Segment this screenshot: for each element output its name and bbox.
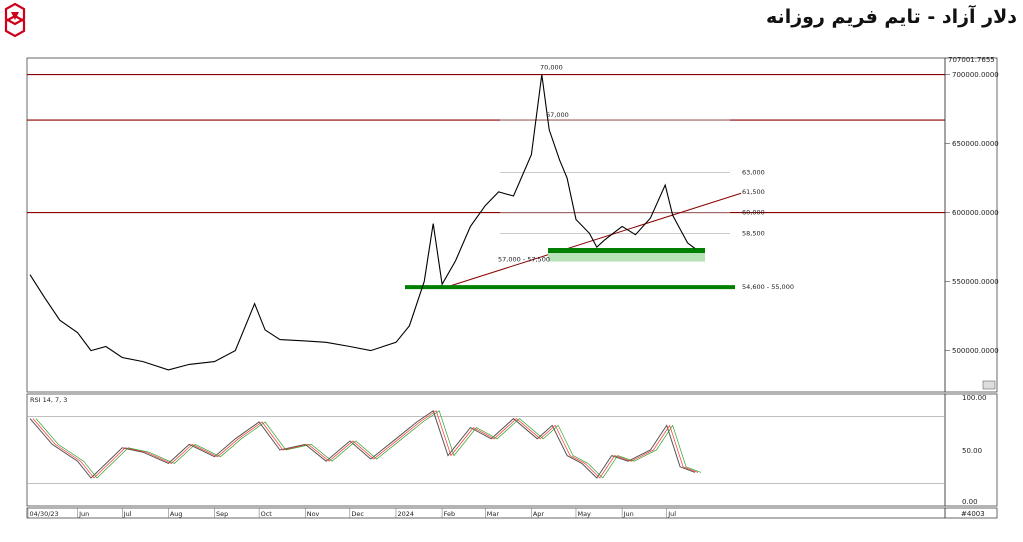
rsi-panel-label: RSI 14, 7, 3 [30,396,67,404]
rsi-tick-label-2: 0.00 [962,498,978,506]
rsi-average-line-1 [32,410,699,479]
x-tick-label-10: Mar [487,510,500,518]
price-panel-frame [26,57,946,393]
price-tick-label-1: 650000.0000 [952,140,999,148]
status-frame [944,507,998,519]
trendline [441,192,742,289]
rsi-series-line [29,410,696,479]
scroll-handle[interactable] [982,380,996,390]
price-tick-label-4: 500000.0000 [952,347,999,355]
annotation-label-1: 67,000 [546,111,569,119]
x-tick-label-6: Nov [307,510,320,518]
annotation-label-7: 54,600 - 55,000 [742,283,794,291]
x-tick-label-9: Feb [444,510,456,518]
x-tick-label-7: Dec [351,510,364,518]
x-tick-label-12: May [577,510,591,518]
x-tick-label-8: 2024 [397,510,414,518]
x-tick-label-1: Jun [78,510,89,518]
x-tick-label-14: Jul [667,510,676,518]
annotation-label-3: 61,500 [742,188,765,196]
rsi-tick-label-1: 50.00 [962,447,982,455]
x-tick-label-4: Sep [216,510,228,518]
x-tick-label-2: Jul [123,510,132,518]
x-tick-label-13: Jun [623,510,634,518]
x-tick-label-5: Oct [261,510,273,518]
rsi-panel-frame [26,393,946,507]
annotation-label-4: 60,000 [742,209,765,217]
top-clip-label: 707001.7655 [948,56,995,64]
annotation-label-5: 58,500 [742,229,765,237]
price-tick-label-2: 600000.0000 [952,209,999,217]
x-tick-label-0: 04/30/23 [30,510,59,518]
brand-logo-icon [4,2,26,38]
price-series-line [29,74,696,371]
status-value: #4003 [961,510,985,518]
annotation-label-0: 70,000 [540,64,563,72]
price-tick-label-0: 700000.0000 [952,71,999,79]
rsi-tick-label-0: 100.00 [962,394,987,402]
x-tick-label-3: Aug [170,510,183,518]
price-axis-frame [944,57,998,393]
rsi-axis-frame [944,393,998,507]
rsi-average-line-2 [35,410,702,479]
annotation-label-6: 57,000 - 57,500 [498,256,550,264]
x-tick-label-11: Apr [533,510,545,518]
annotation-label-2: 63,000 [742,169,765,177]
price-tick-label-3: 550000.0000 [952,278,999,286]
page-title: دلار آزاد - تایم فریم روزانه [766,6,1017,28]
